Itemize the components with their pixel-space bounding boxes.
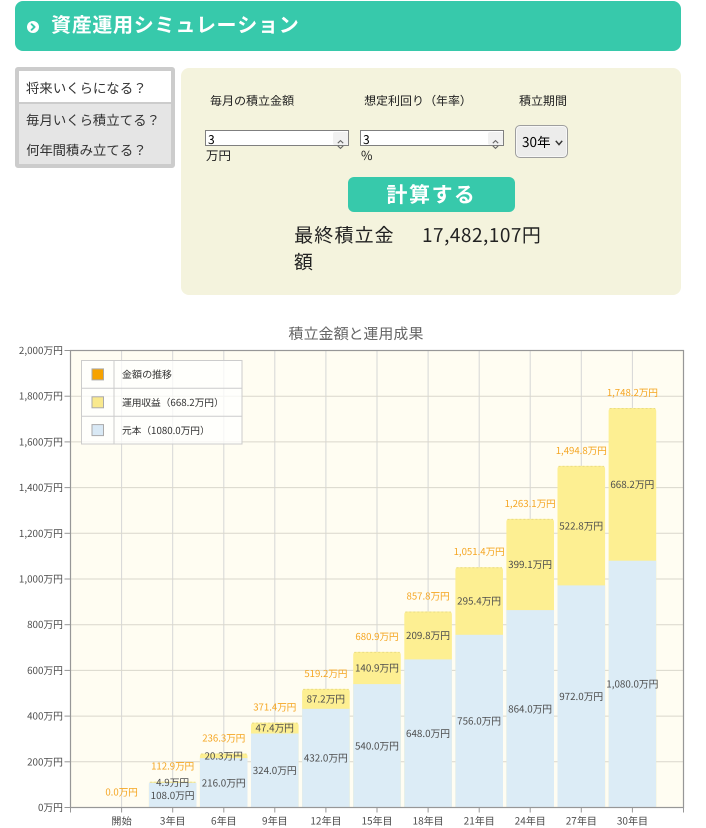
svg-text:6年目: 6年目: [211, 812, 237, 827]
svg-text:600万円: 600万円: [27, 663, 63, 677]
svg-text:1,000万円: 1,000万円: [19, 572, 63, 586]
svg-text:元本（1080.0万円）: 元本（1080.0万円）: [122, 423, 210, 437]
svg-text:648.0万円: 648.0万円: [406, 726, 450, 740]
svg-text:371.4万円: 371.4万円: [253, 700, 296, 714]
svg-text:209.8万円: 209.8万円: [406, 628, 450, 642]
svg-text:540.0万円: 540.0万円: [355, 738, 399, 752]
svg-text:15年目: 15年目: [361, 812, 392, 827]
svg-text:972.0万円: 972.0万円: [559, 689, 603, 703]
svg-text:運用収益（668.2万円）: 運用収益（668.2万円）: [122, 395, 224, 409]
svg-text:47.4万円: 47.4万円: [255, 721, 294, 735]
svg-text:857.8万円: 857.8万円: [407, 588, 450, 602]
svg-text:108.0万円: 108.0万円: [151, 788, 195, 802]
svg-text:324.0万円: 324.0万円: [253, 763, 297, 777]
svg-text:1,400万円: 1,400万円: [19, 480, 63, 494]
svg-text:12年目: 12年目: [310, 812, 341, 827]
svg-text:27年目: 27年目: [566, 812, 597, 827]
svg-text:21年目: 21年目: [464, 812, 495, 827]
svg-text:295.4万円: 295.4万円: [457, 594, 501, 608]
svg-text:18年目: 18年目: [413, 812, 444, 827]
svg-text:1,080.0万円: 1,080.0万円: [606, 677, 658, 691]
svg-text:24年目: 24年目: [515, 812, 546, 827]
svg-text:9年目: 9年目: [262, 812, 288, 827]
svg-text:800万円: 800万円: [27, 617, 63, 631]
svg-text:112.9万円: 112.9万円: [151, 759, 194, 773]
svg-text:399.1万円: 399.1万円: [508, 557, 552, 571]
svg-text:20.3万円: 20.3万円: [204, 748, 243, 762]
svg-text:金額の推移: 金額の推移: [122, 366, 172, 381]
svg-text:4.9万円: 4.9万円: [156, 775, 189, 789]
svg-text:756.0万円: 756.0万円: [457, 714, 501, 728]
svg-text:30年目: 30年目: [617, 812, 648, 827]
svg-text:1,600万円: 1,600万円: [19, 434, 63, 448]
svg-text:0万円: 0万円: [38, 800, 63, 814]
svg-text:1,748.2万円: 1,748.2万円: [607, 385, 658, 399]
svg-text:開始: 開始: [112, 812, 132, 827]
svg-text:400万円: 400万円: [27, 709, 63, 723]
svg-text:1,494.8万円: 1,494.8万円: [556, 443, 607, 457]
svg-text:0.0万円: 0.0万円: [105, 784, 138, 798]
svg-text:864.0万円: 864.0万円: [508, 701, 552, 715]
svg-text:1,800万円: 1,800万円: [19, 389, 63, 403]
svg-text:236.3万円: 236.3万円: [202, 730, 245, 744]
svg-text:1,200万円: 1,200万円: [19, 526, 63, 540]
svg-text:87.2万円: 87.2万円: [307, 691, 346, 705]
svg-text:1,051.4万円: 1,051.4万円: [454, 544, 505, 558]
svg-text:1,263.1万円: 1,263.1万円: [505, 496, 556, 510]
svg-text:積立金額と運用成果: 積立金額と運用成果: [288, 323, 423, 344]
svg-text:140.9万円: 140.9万円: [355, 661, 399, 675]
svg-text:216.0万円: 216.0万円: [202, 775, 246, 789]
svg-text:680.9万円: 680.9万円: [355, 629, 398, 643]
svg-text:519.2万円: 519.2万円: [304, 666, 347, 680]
svg-text:3年目: 3年目: [160, 812, 186, 827]
svg-text:432.0万円: 432.0万円: [304, 751, 348, 765]
svg-text:2,000万円: 2,000万円: [19, 343, 63, 357]
svg-text:522.8万円: 522.8万円: [559, 518, 603, 532]
svg-text:668.2万円: 668.2万円: [610, 477, 654, 491]
svg-text:200万円: 200万円: [27, 754, 63, 768]
